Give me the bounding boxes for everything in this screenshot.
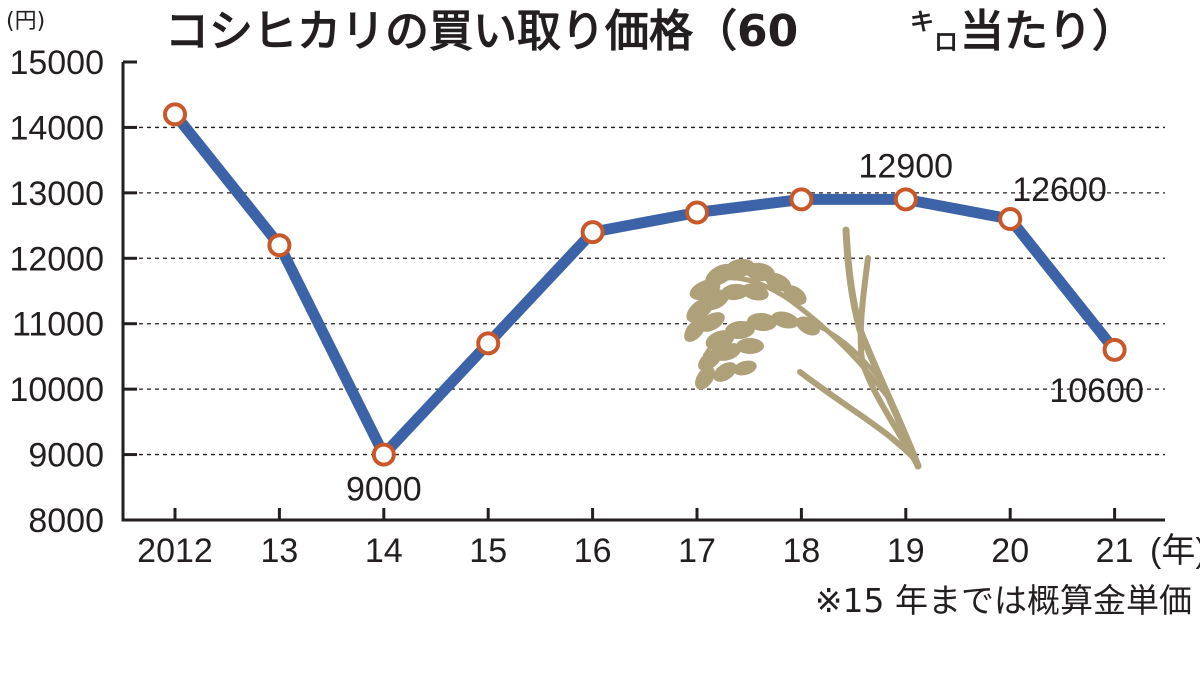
gridlines xyxy=(123,126,1165,456)
price-series-line xyxy=(169,108,1121,461)
x-tick-label-20: 20 xyxy=(991,532,1029,570)
data-point-20 xyxy=(998,207,1023,232)
y-tick-label-14000: 14000 xyxy=(9,109,104,147)
data-label-19: 12900 xyxy=(859,147,954,185)
y-axis-unit-label: (円) xyxy=(6,9,45,34)
x-tick-label-13: 13 xyxy=(260,532,298,570)
series-line-group xyxy=(163,102,1127,467)
data-point-17 xyxy=(685,200,709,225)
y-tick-label-10000: 10000 xyxy=(9,371,104,409)
y-tick-label-11000: 11000 xyxy=(12,306,104,344)
data-label-21: 10600 xyxy=(1049,372,1144,410)
y-tick-label-13000: 13000 xyxy=(9,175,104,213)
x-tick-label-17: 17 xyxy=(678,532,716,570)
data-label-14: 9000 xyxy=(346,471,422,509)
data-point-13 xyxy=(267,233,292,258)
data-label-20: 12600 xyxy=(1012,171,1107,209)
data-point-14 xyxy=(371,442,396,467)
chart-title-main: コシヒカリの買い取り価格（60 xyxy=(165,6,798,57)
chart-title-tail: 当たり） xyxy=(960,6,1136,57)
data-point-15 xyxy=(476,331,501,356)
x-axis-unit-label: (年) xyxy=(1150,532,1200,570)
y-axis-ticks: 8000 9000 10000 11000 12000 13000 14000 15000 xyxy=(9,44,137,540)
x-tick-label-19: 19 xyxy=(887,532,925,570)
chart-title-unit-ro: ロ xyxy=(934,28,958,56)
x-axis-ticks: 2012 13 14 15 16 17 18 19 20 21 xyxy=(137,508,1134,570)
y-tick-label-12000: 12000 xyxy=(9,240,104,278)
y-tick-label-9000: 9000 xyxy=(28,437,104,475)
data-point-18 xyxy=(789,187,814,212)
data-labels: 9000 12900 12600 10600 xyxy=(346,147,1144,508)
rice-plant-icon xyxy=(684,226,922,470)
chart-title: コシヒカリの買い取り価格（60 キ ロ 当たり） xyxy=(165,6,1136,57)
x-tick-label-16: 16 xyxy=(574,532,612,570)
chart-title-unit-ki: キ xyxy=(910,8,934,36)
x-tick-label-2012: 2012 xyxy=(137,532,213,570)
axes xyxy=(121,62,1165,522)
data-point-2012 xyxy=(163,102,187,127)
y-tick-label-8000: 8000 xyxy=(28,502,104,540)
x-tick-label-14: 14 xyxy=(365,532,403,570)
data-point-19 xyxy=(893,187,918,212)
footnote: ※15 年までは概算金単価 xyxy=(815,581,1192,620)
y-tick-label-15000: 15000 xyxy=(9,44,104,82)
x-tick-label-18: 18 xyxy=(782,532,820,570)
data-point-16 xyxy=(580,220,605,245)
x-tick-label-21: 21 xyxy=(1096,532,1134,570)
data-point-21 xyxy=(1102,337,1127,362)
x-tick-label-15: 15 xyxy=(469,532,507,570)
